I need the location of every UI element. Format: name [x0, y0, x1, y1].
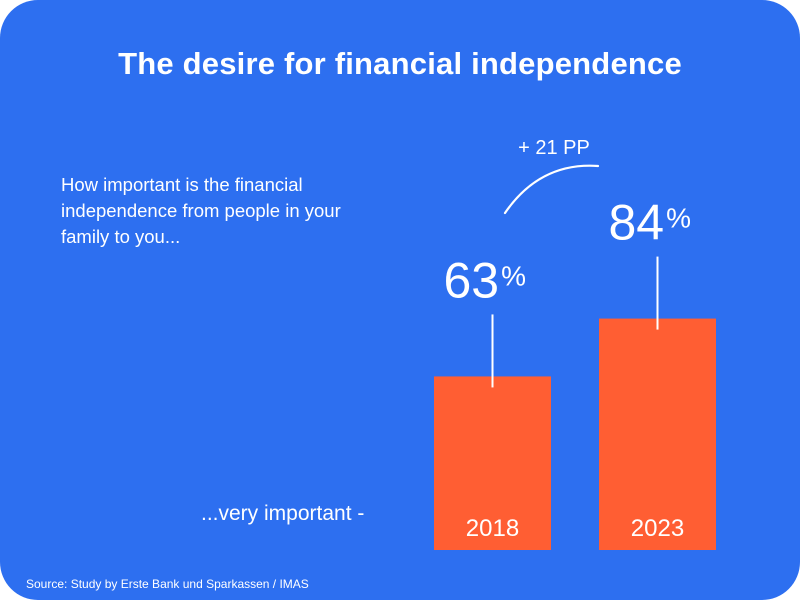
bar-2018 [434, 376, 551, 550]
value-label: 63% [444, 252, 527, 308]
chart-title: The desire for financial independence [118, 46, 682, 81]
survey-question: How important is the financial independe… [61, 174, 341, 247]
value-number: 63 [444, 252, 500, 308]
value-unit: % [501, 260, 526, 291]
change-arc [503, 164, 600, 215]
value-number: 84 [609, 195, 665, 251]
change-label: + 21 PP [518, 137, 590, 159]
source-note: Source: Study by Erste Bank und Sparkass… [26, 577, 309, 591]
bar-2023 [599, 318, 716, 550]
value-label: 84% [609, 195, 692, 251]
value-unit: % [666, 203, 691, 234]
row-label: ...very important - [201, 502, 365, 525]
category-label: 2018 [466, 515, 519, 542]
category-label: 2023 [631, 515, 684, 542]
